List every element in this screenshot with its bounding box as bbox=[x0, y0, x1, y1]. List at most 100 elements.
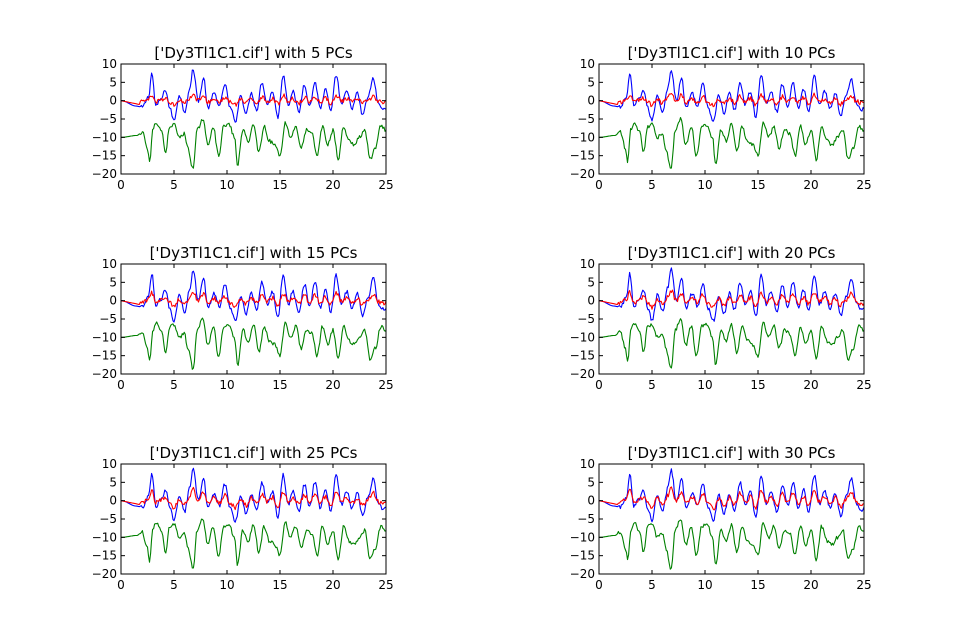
x-tick-label: 15 bbox=[750, 378, 765, 392]
y-tick-label: −20 bbox=[92, 367, 117, 381]
series-line-green bbox=[121, 119, 387, 169]
subplot-4: ['Dy3Tl1C1.cif'] with 20 PCs 0 5 10 15 20 25 10… bbox=[570, 244, 872, 392]
y-tick-label: −10 bbox=[570, 330, 595, 344]
x-tick-label: 5 bbox=[648, 378, 656, 392]
x-tick-label: 20 bbox=[803, 578, 818, 592]
y-tick-label: −20 bbox=[570, 167, 595, 181]
subplot-3: ['Dy3Tl1C1.cif'] with 15 PCs 0 5 10 15 20 25 10… bbox=[92, 244, 394, 392]
series-line-red bbox=[120, 290, 387, 308]
x-tick-label: 20 bbox=[325, 378, 340, 392]
x-tick-label: 0 bbox=[117, 578, 125, 592]
y-tick-label: 0 bbox=[109, 494, 117, 508]
series-line-blue bbox=[121, 270, 387, 323]
y-tick-label: 10 bbox=[580, 457, 595, 471]
x-tick-label: 10 bbox=[219, 578, 234, 592]
series-line-red bbox=[598, 486, 865, 511]
y-tick-label: 5 bbox=[109, 75, 117, 89]
series-line-red bbox=[120, 93, 387, 107]
y-tick-label: −10 bbox=[92, 130, 117, 144]
y-tick-label: 0 bbox=[109, 294, 117, 308]
series-line-blue bbox=[599, 70, 865, 122]
series-line-green bbox=[121, 518, 387, 569]
y-tick-label: −5 bbox=[99, 312, 117, 326]
series-line-blue bbox=[599, 468, 865, 523]
y-tick-label: −10 bbox=[570, 130, 595, 144]
series-line-blue bbox=[121, 467, 387, 523]
y-tick-label: −10 bbox=[92, 330, 117, 344]
y-tick-label: −10 bbox=[570, 530, 595, 544]
y-tick-label: −5 bbox=[577, 512, 595, 526]
y-tick-label: −5 bbox=[99, 112, 117, 126]
x-tick-label: 10 bbox=[219, 178, 234, 192]
x-tick-label: 20 bbox=[325, 178, 340, 192]
x-tick-label: 25 bbox=[378, 578, 393, 592]
x-tick-label: 15 bbox=[272, 378, 287, 392]
y-tick-label: −10 bbox=[92, 530, 117, 544]
x-tick-label: 5 bbox=[170, 578, 178, 592]
y-tick-label: −5 bbox=[577, 112, 595, 126]
series-line-green bbox=[599, 318, 865, 369]
x-tick-label: 25 bbox=[856, 578, 871, 592]
axes-frame bbox=[120, 63, 387, 175]
y-tick-label: 0 bbox=[587, 94, 595, 108]
axes-frame bbox=[598, 463, 865, 575]
subplot-title: ['Dy3Tl1C1.cif'] with 25 PCs bbox=[150, 444, 358, 462]
x-tick-label: 0 bbox=[117, 378, 125, 392]
subplot-title: ['Dy3Tl1C1.cif'] with 20 PCs bbox=[628, 244, 836, 262]
x-tick-label: 5 bbox=[648, 178, 656, 192]
x-tick-label: 15 bbox=[272, 178, 287, 192]
x-tick-label: 20 bbox=[803, 178, 818, 192]
series-line-blue bbox=[599, 267, 865, 322]
x-tick-label: 20 bbox=[325, 578, 340, 592]
y-tick-label: 5 bbox=[587, 475, 595, 489]
subplot-title: ['Dy3Tl1C1.cif'] with 30 PCs bbox=[628, 444, 836, 462]
subplot-1: ['Dy3Tl1C1.cif'] with 5 PCs 0 5 10 15 20 25 10 5… bbox=[92, 44, 394, 192]
series-line-green bbox=[121, 317, 387, 370]
x-tick-label: 0 bbox=[595, 178, 603, 192]
x-tick-label: 0 bbox=[595, 578, 603, 592]
y-tick-label: −15 bbox=[570, 349, 595, 363]
x-tick-label: 15 bbox=[272, 578, 287, 592]
y-tick-label: 5 bbox=[587, 75, 595, 89]
subplot-title: ['Dy3Tl1C1.cif'] with 5 PCs bbox=[154, 44, 352, 62]
y-tick-label: −20 bbox=[92, 167, 117, 181]
y-tick-label: −5 bbox=[99, 512, 117, 526]
series-line-red bbox=[120, 486, 387, 511]
y-tick-label: −15 bbox=[570, 149, 595, 163]
x-tick-label: 25 bbox=[856, 378, 871, 392]
y-tick-label: 5 bbox=[109, 275, 117, 289]
series-line-green bbox=[599, 116, 865, 169]
y-tick-label: −15 bbox=[92, 149, 117, 163]
subplot-2: ['Dy3Tl1C1.cif'] with 10 PCs 0 5 10 15 20 25 10… bbox=[570, 44, 872, 192]
subplot-title: ['Dy3Tl1C1.cif'] with 15 PCs bbox=[150, 244, 358, 262]
x-tick-label: 25 bbox=[378, 378, 393, 392]
series-line-blue bbox=[121, 69, 387, 123]
y-tick-label: −15 bbox=[92, 349, 117, 363]
axes-frame bbox=[120, 263, 387, 375]
x-tick-label: 5 bbox=[170, 178, 178, 192]
subplot-5: ['Dy3Tl1C1.cif'] with 25 PCs 0 5 10 15 20 25 10… bbox=[92, 444, 394, 592]
axes-frame bbox=[598, 63, 865, 175]
y-tick-label: −20 bbox=[570, 367, 595, 381]
x-tick-label: 10 bbox=[697, 578, 712, 592]
y-tick-label: 0 bbox=[587, 494, 595, 508]
y-tick-label: −5 bbox=[577, 312, 595, 326]
x-tick-label: 5 bbox=[170, 378, 178, 392]
y-tick-label: −15 bbox=[92, 549, 117, 563]
y-tick-label: −20 bbox=[92, 567, 117, 581]
y-tick-label: 10 bbox=[102, 257, 117, 271]
series-line-green bbox=[599, 519, 865, 570]
x-tick-label: 5 bbox=[648, 578, 656, 592]
y-tick-label: 5 bbox=[587, 275, 595, 289]
axes-frame bbox=[120, 463, 387, 575]
x-tick-label: 0 bbox=[117, 178, 125, 192]
subplot-title: ['Dy3Tl1C1.cif'] with 10 PCs bbox=[628, 44, 836, 62]
x-tick-label: 20 bbox=[803, 378, 818, 392]
axes-frame bbox=[598, 263, 865, 375]
subplot-6: ['Dy3Tl1C1.cif'] with 30 PCs 0 5 10 15 20 25 10… bbox=[570, 444, 872, 592]
series-line-red bbox=[598, 289, 865, 310]
series-line-red bbox=[598, 92, 865, 108]
y-tick-label: 0 bbox=[587, 294, 595, 308]
y-tick-label: 0 bbox=[109, 94, 117, 108]
y-tick-label: −20 bbox=[570, 567, 595, 581]
